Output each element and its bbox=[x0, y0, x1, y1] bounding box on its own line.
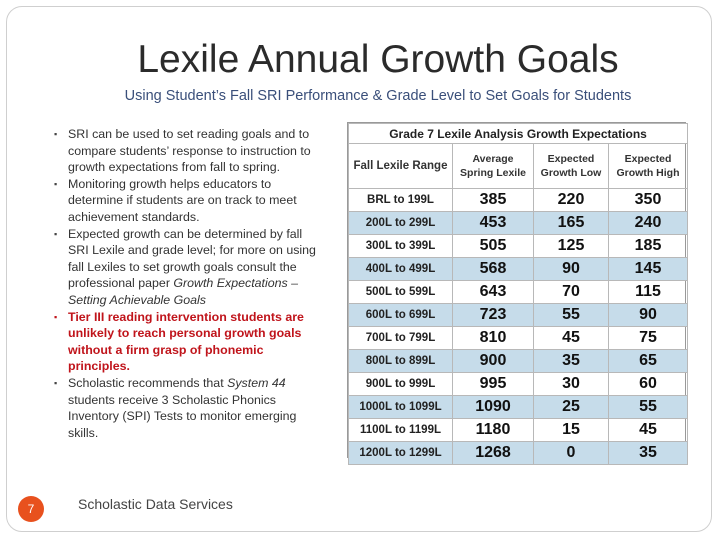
slide-frame bbox=[6, 6, 712, 532]
table-caption: Grade 7 Lexile Analysis Growth Expectati… bbox=[347, 123, 689, 144]
cell-range: 200L to 299L bbox=[348, 211, 453, 235]
bullet-item: Monitoring growth helps educators to det… bbox=[54, 176, 322, 226]
cell-range: 400L to 499L bbox=[348, 257, 453, 281]
header-line: Expected bbox=[624, 153, 672, 165]
cell-average-spring: 505 bbox=[452, 234, 534, 258]
cell-average-spring: 568 bbox=[452, 257, 534, 281]
table-row: 700L to 799L 810 45 75 bbox=[348, 326, 689, 350]
header-line: Growth High bbox=[616, 167, 680, 179]
cell-average-spring: 1268 bbox=[452, 441, 534, 465]
cell-average-spring: 1090 bbox=[452, 395, 534, 419]
cell-range: 500L to 599L bbox=[348, 280, 453, 304]
cell-growth-high: 65 bbox=[607, 349, 689, 373]
cell-average-spring: 453 bbox=[452, 211, 534, 235]
table-row: 200L to 299L 453 165 240 bbox=[348, 211, 689, 235]
cell-growth-low: 35 bbox=[533, 349, 609, 373]
bullet-list: SRI can be used to set reading goals and… bbox=[54, 126, 322, 441]
cell-growth-low: 165 bbox=[533, 211, 609, 235]
table-row: 500L to 599L 643 70 115 bbox=[348, 280, 689, 304]
table-row: 1000L to 1099L 1090 25 55 bbox=[348, 395, 689, 419]
paper-title: Growth Expectations – Setting Achievable… bbox=[68, 276, 299, 307]
bullet-text: Tier III reading intervention students a… bbox=[68, 309, 304, 374]
cell-growth-high: 145 bbox=[607, 257, 689, 281]
bullet-item: Scholastic recommends that System 44 stu… bbox=[54, 375, 322, 441]
cell-growth-high: 185 bbox=[607, 234, 689, 258]
page-number-badge: 7 bbox=[18, 496, 44, 522]
cell-growth-low: 45 bbox=[533, 326, 609, 350]
growth-expectations-table: Grade 7 Lexile Analysis Growth Expectati… bbox=[347, 123, 689, 465]
bullet-text: Monitoring growth helps educators to det… bbox=[68, 176, 297, 224]
bullet-text: Expected growth can be determined by fal… bbox=[68, 226, 316, 291]
cell-growth-low: 0 bbox=[533, 441, 609, 465]
cell-range: BRL to 199L bbox=[348, 188, 453, 212]
table-row: 1100L to 1199L 1180 15 45 bbox=[348, 418, 689, 442]
cell-average-spring: 810 bbox=[452, 326, 534, 350]
table-header-row: Fall Lexile Range Average Spring Lexile E… bbox=[348, 143, 689, 189]
header-line: Growth Low bbox=[540, 167, 602, 179]
bullet-text: Scholastic recommends that bbox=[68, 375, 228, 390]
program-name: System 44 bbox=[227, 375, 286, 390]
bullet-item-emphasis: Tier III reading intervention students a… bbox=[54, 309, 322, 375]
cell-growth-high: 350 bbox=[607, 188, 689, 212]
header-expected-growth-high: Expected Growth High bbox=[607, 143, 689, 189]
slide-title: Lexile Annual Growth Goals bbox=[137, 38, 619, 81]
cell-growth-low: 70 bbox=[533, 280, 609, 304]
cell-average-spring: 1180 bbox=[452, 418, 534, 442]
cell-growth-low: 90 bbox=[533, 257, 609, 281]
header-line: Expected bbox=[547, 153, 595, 165]
growth-table-container: Grade 7 Lexile Analysis Growth Expectati… bbox=[347, 122, 689, 465]
cell-average-spring: 643 bbox=[452, 280, 534, 304]
cell-growth-low: 55 bbox=[533, 303, 609, 327]
header-expected-growth-low: Expected Growth Low bbox=[533, 143, 609, 189]
cell-average-spring: 723 bbox=[452, 303, 534, 327]
table-row: 900L to 999L 995 30 60 bbox=[348, 372, 689, 396]
cell-range: 1000L to 1099L bbox=[348, 395, 453, 419]
cell-growth-low: 15 bbox=[533, 418, 609, 442]
cell-growth-high: 75 bbox=[607, 326, 689, 350]
table-row: BRL to 199L 385 220 350 bbox=[348, 188, 689, 212]
header-fall-lexile-range: Fall Lexile Range bbox=[348, 143, 453, 189]
bullet-text: SRI can be used to set reading goals and… bbox=[68, 127, 311, 175]
table-row: 300L to 399L 505 125 185 bbox=[348, 234, 689, 258]
table-row: 1200L to 1299L 1268 0 35 bbox=[348, 441, 689, 465]
footer-text: Scholastic Data Services bbox=[78, 496, 233, 512]
header-average-spring-lexile: Average Spring Lexile bbox=[452, 143, 534, 189]
cell-average-spring: 385 bbox=[452, 188, 534, 212]
header-line: Spring Lexile bbox=[460, 167, 526, 179]
cell-growth-high: 90 bbox=[607, 303, 689, 327]
cell-growth-high: 60 bbox=[607, 372, 689, 396]
bullet-item: Expected growth can be determined by fal… bbox=[54, 226, 322, 309]
table-row: 800L to 899L 900 35 65 bbox=[348, 349, 689, 373]
cell-range: 1100L to 1199L bbox=[348, 418, 453, 442]
cell-growth-high: 45 bbox=[607, 418, 689, 442]
bullet-item: SRI can be used to set reading goals and… bbox=[54, 126, 322, 176]
cell-growth-high: 240 bbox=[607, 211, 689, 235]
header-line: Average bbox=[472, 153, 514, 165]
cell-range: 300L to 399L bbox=[348, 234, 453, 258]
cell-growth-high: 55 bbox=[607, 395, 689, 419]
table-row: 400L to 499L 568 90 145 bbox=[348, 257, 689, 281]
cell-range: 1200L to 1299L bbox=[348, 441, 453, 465]
cell-growth-low: 25 bbox=[533, 395, 609, 419]
cell-range: 900L to 999L bbox=[348, 372, 453, 396]
table-row: 600L to 699L 723 55 90 bbox=[348, 303, 689, 327]
cell-range: 700L to 799L bbox=[348, 326, 453, 350]
cell-growth-low: 220 bbox=[533, 188, 609, 212]
cell-range: 800L to 899L bbox=[348, 349, 453, 373]
slide-subtitle: Using Student’s Fall SRI Performance & G… bbox=[124, 88, 632, 104]
cell-growth-high: 115 bbox=[607, 280, 689, 304]
bullet-text: students receive 3 Scholastic Phonics In… bbox=[68, 392, 297, 440]
cell-average-spring: 900 bbox=[452, 349, 534, 373]
cell-growth-high: 35 bbox=[607, 441, 689, 465]
cell-average-spring: 995 bbox=[452, 372, 534, 396]
cell-range: 600L to 699L bbox=[348, 303, 453, 327]
table-caption-row: Grade 7 Lexile Analysis Growth Expectati… bbox=[347, 123, 689, 144]
cell-growth-low: 125 bbox=[533, 234, 609, 258]
cell-growth-low: 30 bbox=[533, 372, 609, 396]
